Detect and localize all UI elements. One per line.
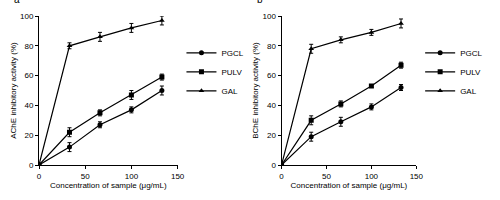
svg-text:60: 60 — [267, 71, 276, 80]
svg-text:a: a — [14, 0, 20, 5]
svg-text:100: 100 — [263, 12, 277, 21]
svg-text:b: b — [257, 0, 263, 5]
svg-text:60: 60 — [24, 71, 33, 80]
svg-text:0: 0 — [37, 172, 42, 181]
svg-text:150: 150 — [171, 172, 185, 181]
svg-text:0: 0 — [29, 161, 34, 170]
svg-text:20: 20 — [24, 131, 33, 140]
svg-text:100: 100 — [365, 172, 379, 181]
svg-text:PGCL: PGCL — [221, 49, 243, 58]
svg-text:40: 40 — [24, 101, 33, 110]
svg-text:50: 50 — [322, 172, 331, 181]
svg-text:GAL: GAL — [460, 87, 477, 96]
svg-text:80: 80 — [24, 42, 33, 51]
svg-text:Concentration of sample (μg/mL: Concentration of sample (μg/mL) — [291, 181, 408, 190]
svg-text:BChE inhibitory activity (%): BChE inhibitory activity (%) — [251, 42, 260, 139]
svg-text:100: 100 — [20, 12, 34, 21]
svg-text:100: 100 — [125, 172, 139, 181]
svg-text:PULV: PULV — [460, 68, 481, 77]
svg-text:20: 20 — [267, 131, 276, 140]
svg-text:Concentration of sample (μg/mL: Concentration of sample (μg/mL) — [50, 181, 167, 190]
svg-text:40: 40 — [267, 101, 276, 110]
svg-text:AChE inhibitory activity (%): AChE inhibitory activity (%) — [9, 42, 18, 139]
svg-text:GAL: GAL — [221, 87, 238, 96]
svg-text:PULV: PULV — [221, 68, 242, 77]
svg-text:80: 80 — [267, 42, 276, 51]
svg-text:0: 0 — [279, 172, 284, 181]
svg-text:50: 50 — [81, 172, 90, 181]
svg-text:150: 150 — [410, 172, 424, 181]
svg-text:PGCL: PGCL — [460, 49, 482, 58]
svg-text:0: 0 — [271, 161, 276, 170]
